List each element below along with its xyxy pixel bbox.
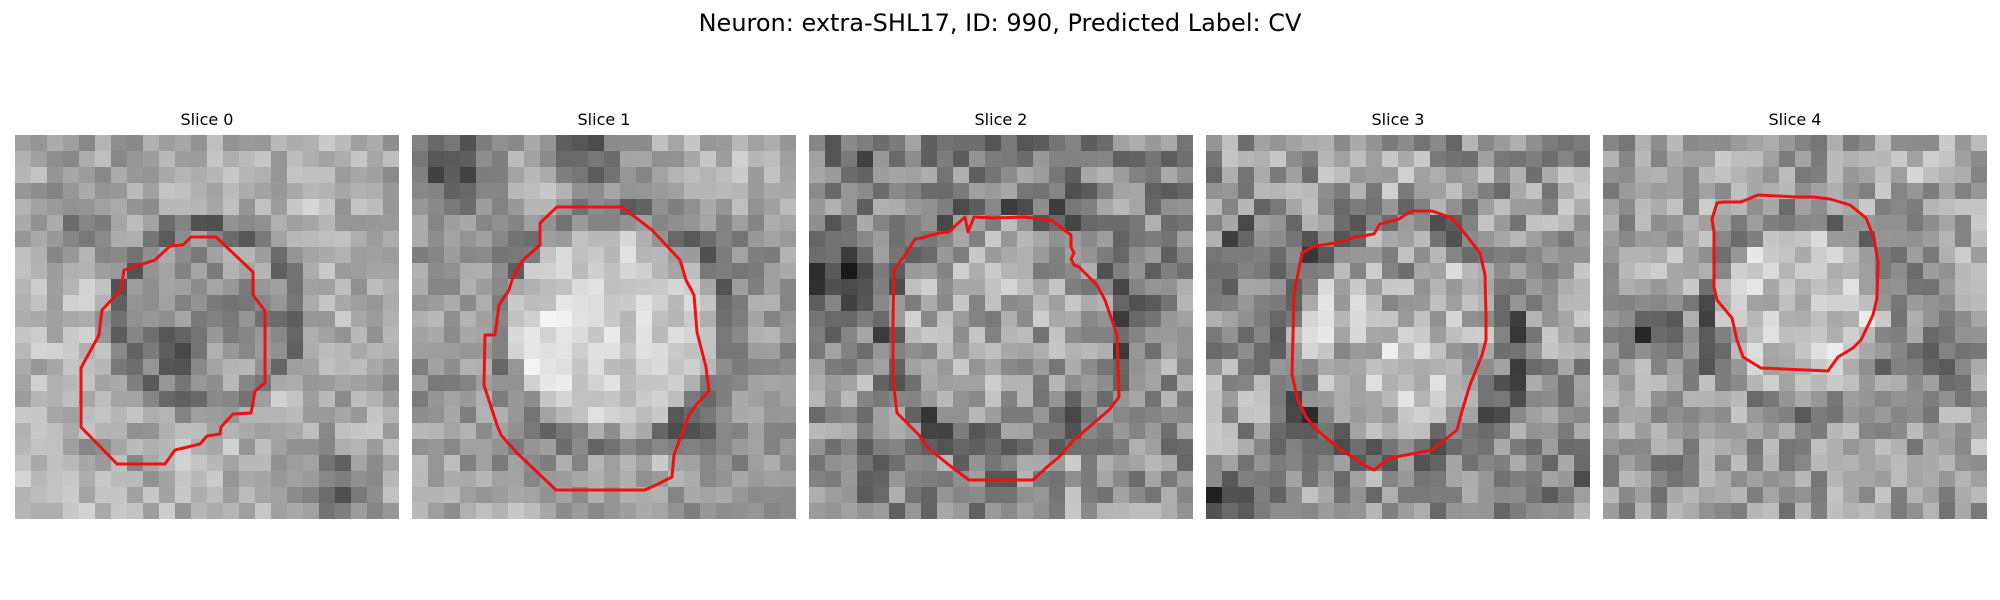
figure-title: Neuron: extra-SHL17, ID: 990, Predicted … [698,9,1302,37]
slice-image-3 [1206,135,1590,519]
pixel-grid [1206,135,1590,519]
contour-outline [1290,209,1488,472]
slice-image-0 [15,135,399,519]
contour-outline [482,205,711,492]
slice-panel-4: Slice 4 [1603,110,1987,519]
slice-panel-1: Slice 1 [412,110,796,519]
slice-title-2: Slice 2 [974,110,1028,129]
slice-title-3: Slice 3 [1371,110,1425,129]
slice-title-0: Slice 0 [180,110,234,129]
slice-panel-0: Slice 0 [15,110,399,519]
slice-panel-2: Slice 2 [809,110,1193,519]
slice-image-1 [412,135,796,519]
slice-title-4: Slice 4 [1768,110,1822,129]
pixel-grid [809,135,1193,519]
slice-title-1: Slice 1 [577,110,631,129]
slice-image-4 [1603,135,1987,519]
slice-image-2 [809,135,1193,519]
pixel-grid [15,135,399,519]
slice-panel-3: Slice 3 [1206,110,1590,519]
contour-outline [79,235,267,466]
pixel-grid [1603,135,1987,519]
pixel-grid [412,135,796,519]
contour-outline [891,215,1121,482]
contour-outline [1710,193,1880,373]
